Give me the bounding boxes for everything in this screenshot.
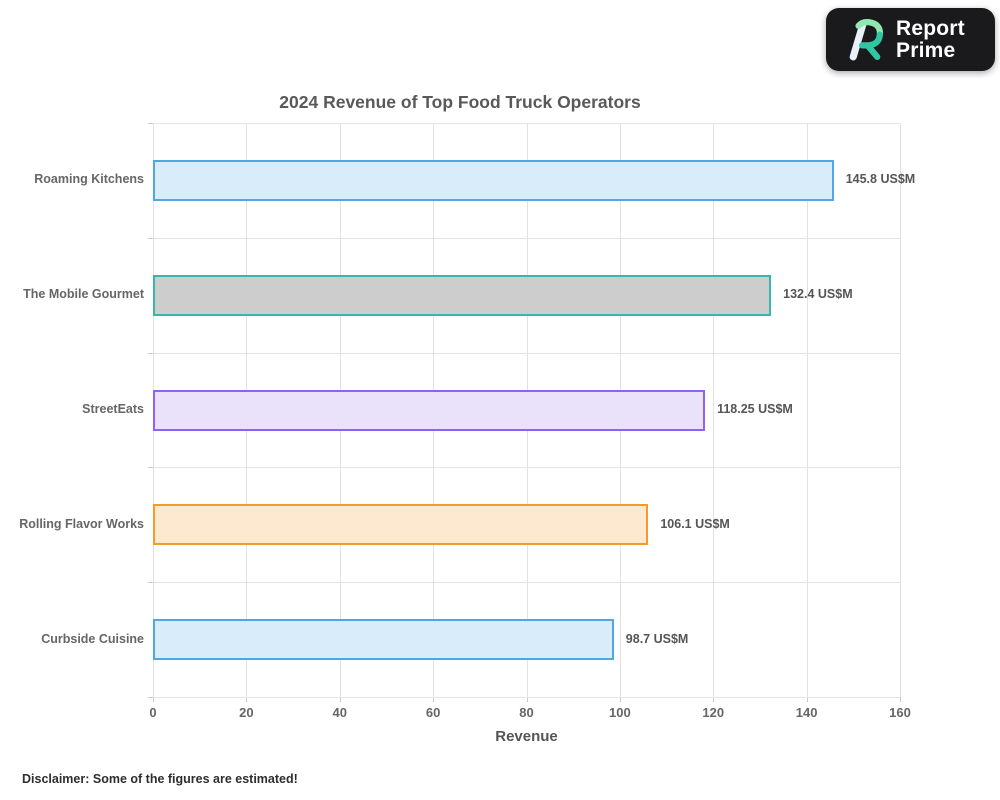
report-prime-logo-icon [849,18,884,60]
value-label: 145.8 US$M [845,172,916,187]
value-label: 132.4 US$M [783,287,853,302]
y-tick-mark [148,467,153,469]
x-tick-label: 20 [239,705,254,720]
x-tick-mark [900,697,901,702]
x-tick-mark [713,697,715,702]
y-tick-mark [148,697,153,698]
x-axis-label: Revenue [495,728,558,745]
y-gridline [153,697,900,698]
value-label: 106.1 US$M [660,516,730,531]
report-prime-logo: Report Prime [826,8,995,71]
category-label: The Mobile Gourmet [23,287,144,302]
x-tick-mark [619,697,621,702]
x-tick-mark [806,697,808,702]
y-gridline [153,467,900,469]
x-tick-label: 0 [149,705,157,720]
y-gridline [153,352,900,354]
bar-roaming-kitchens [153,159,834,201]
x-tick-label: 140 [795,705,818,720]
x-tick-label: 160 [889,705,911,720]
x-gridline [806,123,808,697]
x-tick-mark [153,697,154,702]
x-gridline [713,123,715,697]
x-tick-mark [246,697,248,702]
category-label: Roaming Kitchens [34,172,144,187]
category-label: Rolling Flavor Works [19,516,144,531]
report-prime-wordmark: Report Prime [896,16,965,62]
bar-rolling-flavor-works [153,504,649,546]
chart-title: 2024 Revenue of Top Food Truck Operators [279,92,641,112]
x-tick-label: 40 [332,705,347,720]
value-label: 118.25 US$M [717,402,793,416]
y-gridline [153,237,900,239]
category-label: Curbside Cuisine [41,631,144,646]
x-tick-label: 80 [519,705,534,720]
y-tick-mark [148,123,153,124]
logo-line1: Report [896,16,965,40]
category-label: StreetEats [82,402,144,416]
x-tick-mark [433,697,435,702]
value-label: 98.7 US$M [625,631,689,646]
y-tick-mark [148,582,153,584]
y-tick-mark [148,237,153,239]
y-tick-mark [148,352,153,354]
y-gridline [153,582,900,584]
x-tick-label: 120 [702,705,725,720]
bar-the-mobile-gourmet [153,274,772,316]
bar-curbside-cuisine [153,619,614,661]
x-tick-mark [526,697,528,702]
y-gridline [153,123,900,124]
x-tick-label: 100 [609,705,631,720]
x-tick-mark [339,697,341,702]
bar-streeteats [153,389,706,431]
x-tick-label: 60 [425,705,441,720]
disclaimer-text: Disclaimer: Some of the figures are esti… [22,772,298,786]
x-gridline [900,123,901,697]
logo-line2: Prime [896,38,956,62]
